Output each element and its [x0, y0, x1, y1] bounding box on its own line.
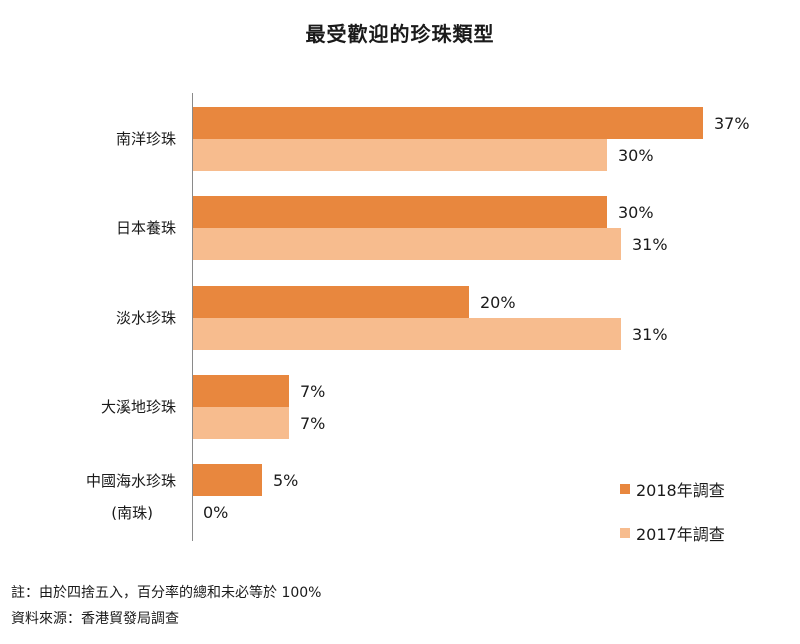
footnote: 註：由於四捨五入，百分率的總和未必等於 100% [11, 585, 322, 601]
value-label-2018: 5% [273, 471, 299, 490]
bar-2018 [193, 464, 262, 496]
legend-item-2018: 2018年調查 [620, 477, 725, 501]
category-label: 日本養珠 [115, 219, 176, 237]
value-label-2018: 37% [714, 114, 750, 133]
legend-swatch-2017 [620, 528, 630, 538]
category-label: 大溪地珍珠 [100, 398, 176, 416]
value-label-2017: 30% [618, 146, 654, 165]
y-axis-line [192, 93, 193, 541]
legend-label: 2018年調查 [636, 481, 725, 500]
chart-title: 最受歡迎的珍珠類型 [305, 22, 495, 46]
legend-swatch-2018 [620, 484, 630, 494]
category-label: 淡水珍珠 [115, 309, 176, 327]
value-label-2017: 31% [632, 235, 668, 254]
bar-2017 [193, 318, 621, 350]
bar-2018 [193, 196, 607, 228]
legend-label: 2017年調查 [636, 525, 725, 544]
category-label: 中國海水珍珠 [85, 472, 176, 490]
bar-2018 [193, 375, 289, 407]
value-label-2017: 7% [300, 414, 326, 433]
bar-2018 [193, 107, 703, 139]
category-label-sub: (南珠) [111, 504, 153, 522]
source-note: 資料來源：香港貿發局調查 [11, 611, 179, 627]
bar-2017 [193, 139, 607, 171]
bar-2018 [193, 286, 469, 318]
value-label-2018: 30% [618, 203, 654, 222]
legend-item-2017: 2017年調查 [620, 521, 725, 545]
bar-2017 [193, 407, 289, 439]
bar-2017 [193, 228, 621, 260]
category-label: 南洋珍珠 [115, 130, 176, 148]
value-label-2018: 20% [480, 293, 516, 312]
value-label-2018: 7% [300, 382, 326, 401]
value-label-2017: 0% [203, 503, 229, 522]
value-label-2017: 31% [632, 325, 668, 344]
